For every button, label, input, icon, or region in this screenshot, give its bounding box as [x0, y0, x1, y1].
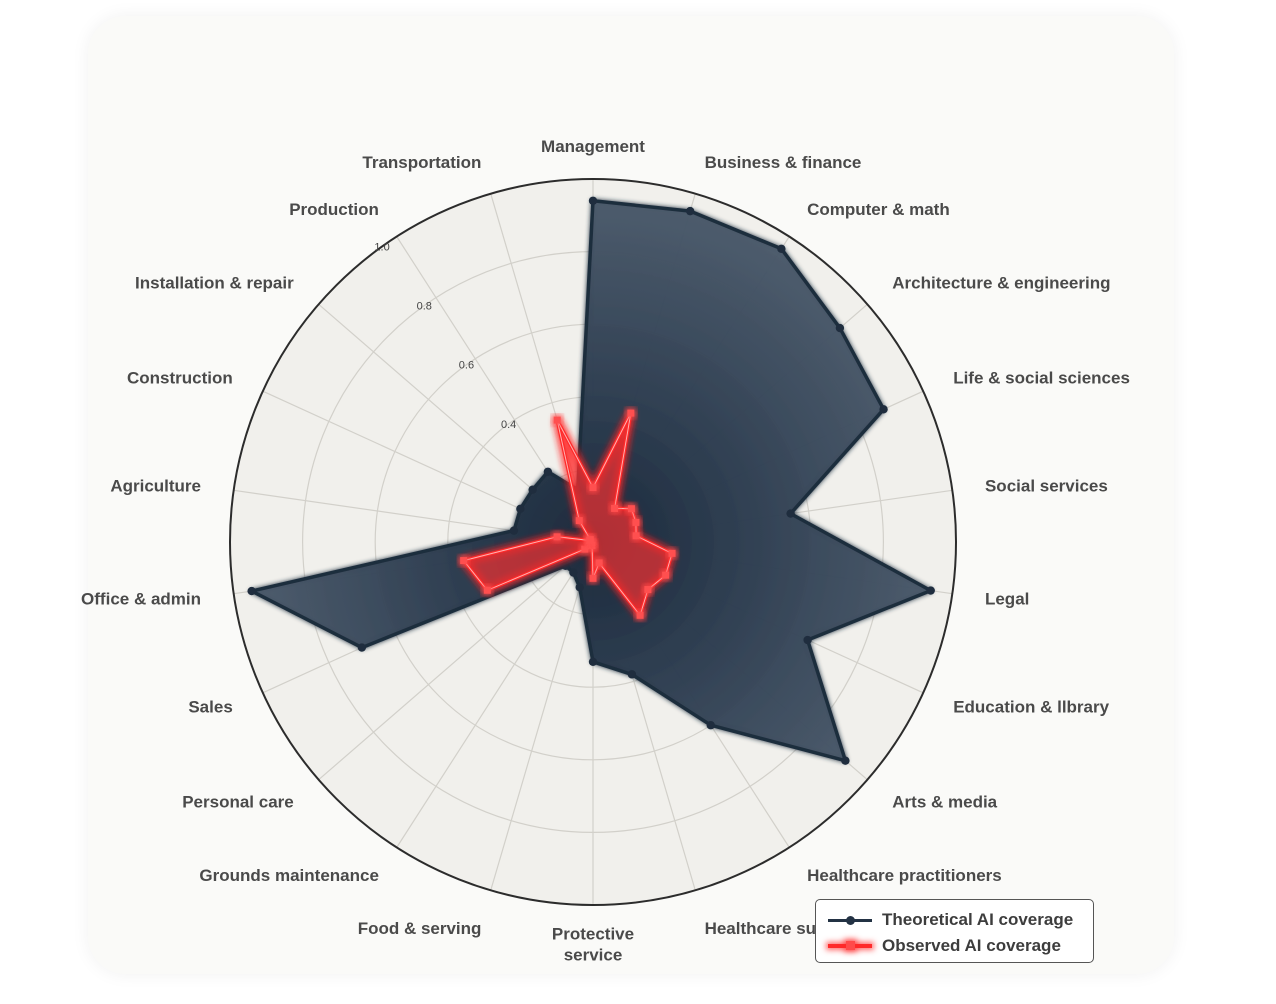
- category-label-management: Management: [541, 137, 645, 156]
- legend-label-theoretical: Theoretical AI coverage: [882, 910, 1074, 929]
- point-theoretical-life-social-sciences: [879, 405, 888, 414]
- point-observed-healthcare-practitioners: [636, 611, 644, 619]
- point-observed-healthcare-support: [595, 559, 603, 567]
- category-label-transportation: Transportation: [362, 153, 481, 172]
- point-theoretical-construction: [516, 504, 525, 514]
- point-theoretical-architecture-engineering: [835, 323, 845, 333]
- tick-label: 0.4: [501, 419, 516, 431]
- legend: Theoretical AI coverage Observed AI cove…: [815, 899, 1094, 963]
- point-observed-social-services: [632, 532, 640, 540]
- point-theoretical-food-serving: [575, 583, 584, 592]
- category-label-office-admin: Office & admin: [81, 589, 201, 608]
- category-label-education-llbrary: Education & llbrary: [953, 698, 1109, 717]
- point-theoretical-personal-care: [561, 561, 570, 570]
- point-theoretical-production: [543, 467, 553, 476]
- point-theoretical-office-admin: [247, 586, 256, 596]
- point-observed-installation-repair: [586, 536, 594, 544]
- tick-label: 1.0: [374, 242, 389, 254]
- point-theoretical-education-llbrary: [803, 635, 812, 645]
- point-observed-arts-media: [644, 586, 652, 594]
- category-label-computer-math: Computer & math: [807, 200, 950, 219]
- point-observed-protective-service: [589, 574, 597, 582]
- point-theoretical-grounds-maintenance: [569, 568, 578, 577]
- category-label-sales: Sales: [188, 698, 232, 717]
- point-theoretical-agriculture: [509, 526, 519, 535]
- legend-swatch-observed: [826, 938, 874, 954]
- point-theoretical-computer-math: [777, 244, 786, 254]
- point-theoretical-business-finance: [685, 206, 695, 216]
- point-theoretical-healthcare-support: [627, 670, 637, 679]
- category-label-healthcare-practitioners: Healthcare practitioners: [807, 866, 1002, 885]
- point-observed-life-social-sciences: [632, 518, 640, 526]
- category-label-architecture-engineering: Architecture & engineering: [892, 274, 1110, 293]
- category-label-legal: Legal: [985, 589, 1029, 608]
- category-label-arts-media: Arts & media: [892, 792, 997, 811]
- point-observed-agriculture: [553, 533, 561, 541]
- point-observed-computer-math: [611, 504, 619, 512]
- category-label-production: Production: [289, 200, 379, 219]
- point-observed-architecture-engineering: [627, 505, 635, 513]
- legend-label-observed: Observed AI coverage: [882, 936, 1061, 955]
- legend-item-observed: Observed AI coverage: [826, 933, 1093, 959]
- grid-spoke: [490, 541, 594, 891]
- point-theoretical-arts-media: [841, 756, 850, 765]
- category-label-food-serving: Food & serving: [358, 919, 482, 938]
- point-observed-legal: [668, 549, 676, 557]
- category-label-construction: Construction: [127, 368, 233, 387]
- point-observed-production: [575, 517, 583, 525]
- point-observed-business-finance: [627, 409, 635, 417]
- point-theoretical-social-services: [786, 509, 795, 518]
- legend-item-theoretical: Theoretical AI coverage: [826, 907, 1093, 933]
- category-label-grounds-maintenance: Grounds maintenance: [199, 866, 378, 885]
- series-observed: [460, 409, 676, 619]
- outer-ring: [229, 178, 957, 906]
- point-theoretical-installation-repair: [528, 485, 537, 494]
- category-label-protective-service: Protective service: [552, 925, 634, 965]
- grid-spoke: [396, 541, 594, 848]
- tick-label: 0.8: [417, 301, 432, 313]
- category-label-installation-repair: Installation & repair: [135, 274, 294, 293]
- point-observed-transportation: [553, 416, 561, 424]
- point-theoretical-healthcare-practitioners: [706, 721, 715, 730]
- point-observed-personal-care: [581, 545, 589, 553]
- category-label-social-services: Social services: [985, 477, 1108, 496]
- category-label-agriculture: Agriculture: [110, 477, 201, 496]
- point-theoretical-sales: [357, 643, 367, 652]
- grid-spoke: [318, 541, 594, 781]
- point-observed-education-llbrary: [662, 571, 670, 579]
- point-observed-grounds-maintenance: [587, 541, 595, 549]
- category-label-business-finance: Business & finance: [705, 153, 862, 172]
- point-theoretical-protective-service: [588, 657, 598, 666]
- category-label-life-social-sciences: Life & social sciences: [953, 368, 1130, 387]
- category-label-personal-care: Personal care: [182, 792, 294, 811]
- tick-label: 0.6: [459, 360, 474, 372]
- legend-swatch-theoretical: [826, 912, 874, 928]
- point-observed-management: [589, 484, 597, 492]
- point-theoretical-legal: [926, 586, 935, 595]
- point-observed-sales: [483, 586, 491, 594]
- point-theoretical-management: [588, 196, 598, 205]
- point-observed-office-admin: [460, 557, 468, 565]
